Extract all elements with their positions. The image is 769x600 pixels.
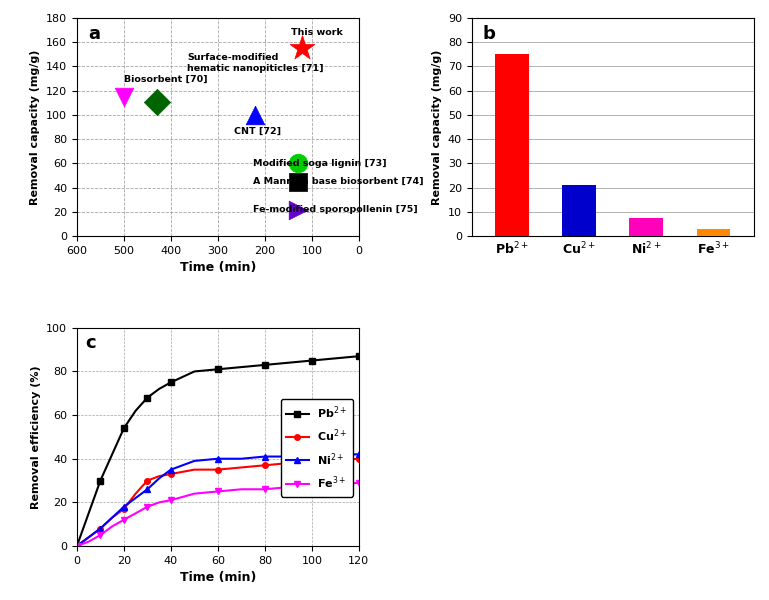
Fe$^{3+}$: [331, 481, 340, 488]
Line: Ni$^{2+}$: Ni$^{2+}$: [74, 452, 361, 549]
Text: a: a: [88, 25, 100, 43]
Fe$^{3+}$: [119, 516, 128, 523]
Pb$^{2+}$: [284, 359, 293, 367]
Cu$^{2+}$: [72, 542, 82, 550]
Fe$^{3+}$: [84, 538, 93, 545]
Ni$^{2+}$: [143, 485, 152, 493]
Point: [151, 97, 163, 106]
Pb$^{2+}$: [155, 385, 164, 392]
Pb$^{2+}$: [260, 361, 269, 368]
Text: b: b: [483, 25, 496, 43]
Cu$^{2+}$: [331, 457, 340, 464]
Text: Surface-modified
hematic nanopiticles [71]: Surface-modified hematic nanopiticles [7…: [188, 53, 324, 73]
Point: [291, 205, 304, 214]
Y-axis label: Removal capacity (mg/g): Removal capacity (mg/g): [432, 49, 442, 205]
Point: [118, 92, 130, 101]
Ni$^{2+}$: [308, 451, 317, 458]
Text: Biosorbent [70]: Biosorbent [70]: [124, 74, 208, 83]
Text: c: c: [85, 334, 96, 352]
Cu$^{2+}$: [190, 466, 199, 473]
Cu$^{2+}$: [119, 505, 128, 512]
Fe$^{3+}$: [284, 484, 293, 491]
Cu$^{2+}$: [308, 460, 317, 467]
Cu$^{2+}$: [166, 470, 175, 478]
Y-axis label: Removal capacity (mg/g): Removal capacity (mg/g): [31, 49, 41, 205]
Pb$^{2+}$: [119, 425, 128, 432]
Pb$^{2+}$: [143, 394, 152, 401]
Text: CNT [72]: CNT [72]: [235, 127, 281, 136]
Ni$^{2+}$: [260, 453, 269, 460]
Pb$^{2+}$: [237, 364, 246, 371]
Cu$^{2+}$: [108, 514, 117, 521]
Pb$^{2+}$: [308, 357, 317, 364]
Fe$^{3+}$: [96, 532, 105, 539]
Ni$^{2+}$: [108, 514, 117, 521]
Line: Pb$^{2+}$: Pb$^{2+}$: [74, 353, 361, 549]
Pb$^{2+}$: [190, 368, 199, 375]
Ni$^{2+}$: [331, 451, 340, 458]
Pb$^{2+}$: [72, 542, 82, 550]
Text: A Mannich base biosorbent [74]: A Mannich base biosorbent [74]: [253, 177, 424, 186]
Ni$^{2+}$: [155, 475, 164, 482]
Ni$^{2+}$: [355, 451, 364, 458]
Ni$^{2+}$: [131, 494, 140, 502]
Fe$^{3+}$: [308, 484, 317, 491]
Legend: Pb$^{2+}$, Cu$^{2+}$, Ni$^{2+}$, Fe$^{3+}$: Pb$^{2+}$, Cu$^{2+}$, Ni$^{2+}$, Fe$^{3+…: [281, 399, 353, 497]
Bar: [629, 218, 663, 236]
Cu$^{2+}$: [143, 477, 152, 484]
X-axis label: Time (min): Time (min): [180, 262, 256, 274]
Ni$^{2+}$: [96, 525, 105, 532]
Pb$^{2+}$: [96, 477, 105, 484]
Ni$^{2+}$: [84, 533, 93, 541]
Line: Cu$^{2+}$: Cu$^{2+}$: [74, 456, 361, 549]
Fe$^{3+}$: [237, 485, 246, 493]
Pb$^{2+}$: [331, 355, 340, 362]
Fe$^{3+}$: [131, 509, 140, 517]
Pb$^{2+}$: [166, 379, 175, 386]
Pb$^{2+}$: [84, 509, 93, 517]
Point: [249, 110, 261, 120]
Fe$^{3+}$: [355, 479, 364, 487]
Text: This work: This work: [291, 28, 343, 37]
Bar: [697, 229, 730, 236]
Cu$^{2+}$: [213, 466, 222, 473]
Cu$^{2+}$: [237, 464, 246, 471]
Fe$^{3+}$: [166, 497, 175, 504]
Point: [296, 44, 308, 53]
Line: Fe$^{3+}$: Fe$^{3+}$: [74, 480, 361, 549]
Text: Modified soga lignin [73]: Modified soga lignin [73]: [253, 159, 387, 168]
Point: [291, 158, 304, 168]
Pb$^{2+}$: [131, 407, 140, 415]
Y-axis label: Removal efficiency (%): Removal efficiency (%): [31, 365, 41, 509]
Ni$^{2+}$: [213, 455, 222, 463]
Ni$^{2+}$: [190, 457, 199, 464]
Cu$^{2+}$: [355, 455, 364, 463]
Fe$^{3+}$: [260, 485, 269, 493]
Ni$^{2+}$: [119, 503, 128, 511]
Ni$^{2+}$: [72, 542, 82, 550]
Fe$^{3+}$: [155, 499, 164, 506]
Text: Fe-modified sporopollenin [75]: Fe-modified sporopollenin [75]: [253, 205, 418, 214]
Cu$^{2+}$: [260, 461, 269, 469]
Bar: [495, 55, 529, 236]
Ni$^{2+}$: [237, 455, 246, 463]
Pb$^{2+}$: [108, 451, 117, 458]
Ni$^{2+}$: [284, 453, 293, 460]
Bar: [562, 185, 596, 236]
Cu$^{2+}$: [284, 460, 293, 467]
Pb$^{2+}$: [355, 353, 364, 360]
Cu$^{2+}$: [96, 525, 105, 532]
Cu$^{2+}$: [131, 490, 140, 497]
Ni$^{2+}$: [166, 466, 175, 473]
Cu$^{2+}$: [155, 473, 164, 480]
X-axis label: Time (min): Time (min): [180, 571, 256, 584]
Fe$^{3+}$: [213, 488, 222, 495]
Pb$^{2+}$: [213, 365, 222, 373]
Point: [291, 177, 304, 187]
Fe$^{3+}$: [108, 523, 117, 530]
Fe$^{3+}$: [190, 490, 199, 497]
Fe$^{3+}$: [72, 542, 82, 550]
Cu$^{2+}$: [84, 533, 93, 541]
Fe$^{3+}$: [143, 503, 152, 511]
